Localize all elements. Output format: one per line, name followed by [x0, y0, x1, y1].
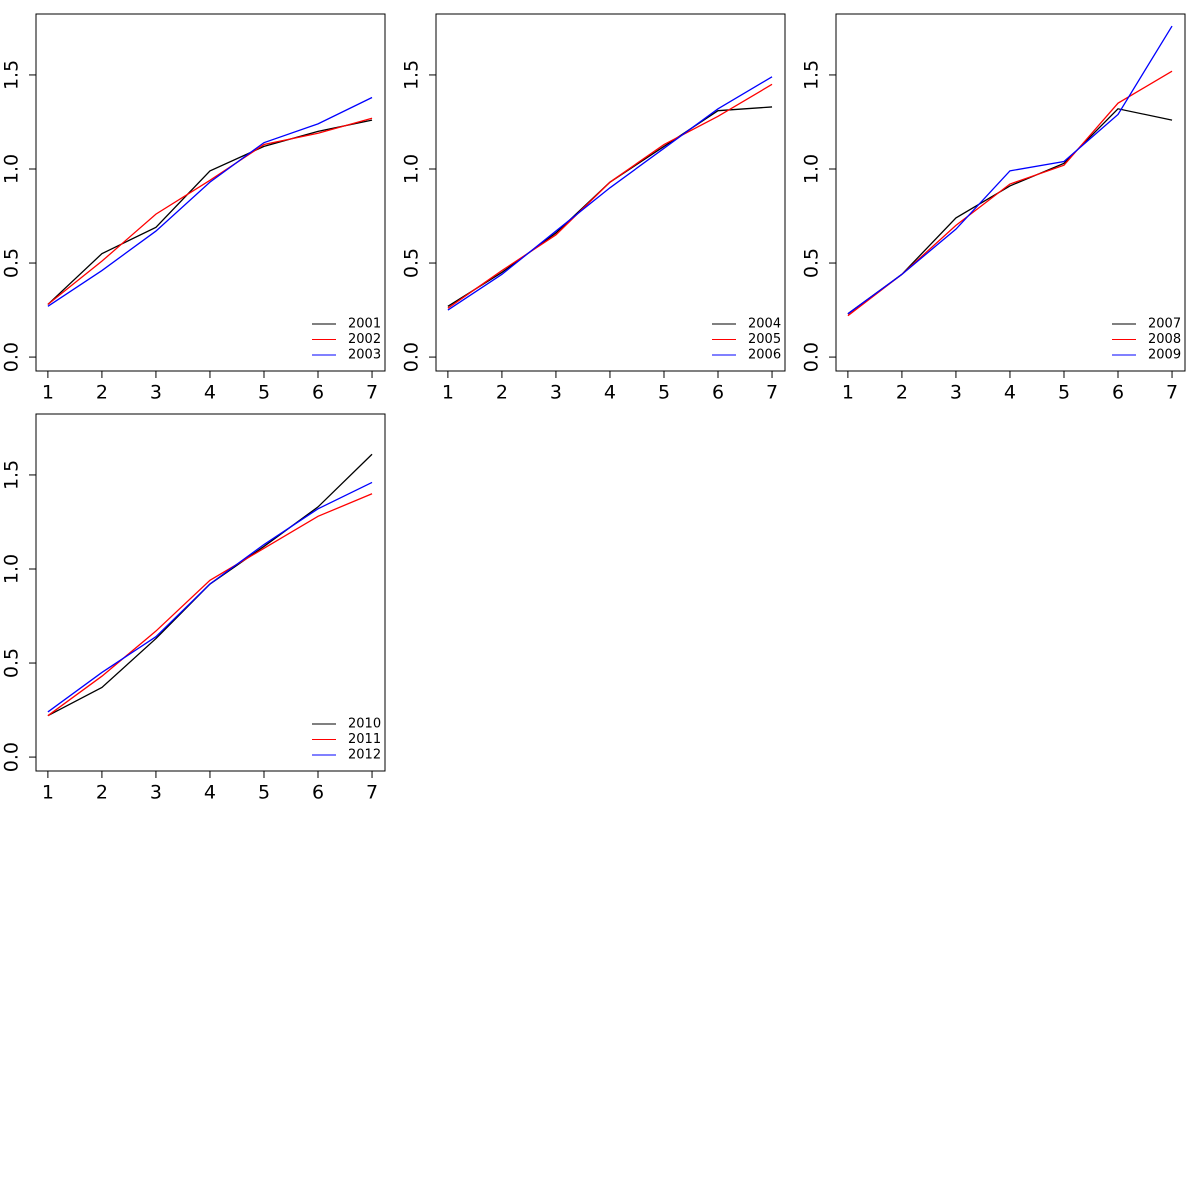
x-tick-label: 4 — [604, 382, 616, 404]
x-tick-label: 6 — [312, 782, 324, 804]
y-tick-label: 0.0 — [1, 342, 23, 372]
x-tick-label: 7 — [366, 382, 378, 404]
plot-frame — [435, 13, 786, 372]
series-line — [447, 83, 773, 309]
y-tick-label: 1.0 — [801, 154, 823, 184]
series-line — [47, 119, 373, 305]
legend-label: 2010 — [348, 717, 381, 732]
y-tick-label: 1.0 — [401, 154, 423, 184]
y-tick-label: 1.0 — [1, 154, 23, 184]
x-tick-label: 2 — [896, 382, 908, 404]
x-tick-label: 3 — [150, 382, 162, 404]
y-tick-label: 1.5 — [801, 60, 823, 90]
x-tick-label: 2 — [96, 382, 108, 404]
legend-label: 2003 — [348, 348, 381, 363]
y-tick-label: 0.5 — [401, 248, 423, 278]
x-tick-label: 4 — [204, 382, 216, 404]
x-tick-label: 2 — [96, 782, 108, 804]
series-line — [47, 96, 373, 307]
series-line — [447, 106, 773, 307]
x-tick-label: 1 — [42, 382, 54, 404]
x-tick-label: 6 — [312, 382, 324, 404]
x-tick-label: 7 — [1166, 382, 1178, 404]
series-line — [47, 117, 373, 305]
legend-label: 2006 — [748, 348, 781, 363]
x-tick-label: 5 — [258, 782, 270, 804]
series-line — [847, 108, 1173, 315]
x-tick-label: 1 — [442, 382, 454, 404]
x-tick-label: 3 — [150, 782, 162, 804]
y-tick-label: 1.5 — [401, 60, 423, 90]
series-line — [47, 493, 373, 717]
x-tick-label: 3 — [550, 382, 562, 404]
x-tick-label: 4 — [1004, 382, 1016, 404]
plot-frame — [35, 413, 386, 772]
x-tick-label: 3 — [950, 382, 962, 404]
y-tick-label: 0.0 — [1, 742, 23, 772]
x-tick-label: 7 — [766, 382, 778, 404]
legend-label: 2012 — [348, 748, 381, 763]
legend-label: 2005 — [748, 332, 781, 347]
x-tick-label: 6 — [1112, 382, 1124, 404]
x-tick-label: 6 — [712, 382, 724, 404]
plot-frame — [35, 13, 386, 372]
y-tick-label: 0.5 — [1, 248, 23, 278]
legend-label: 2004 — [748, 317, 781, 332]
x-tick-label: 4 — [204, 782, 216, 804]
y-tick-label: 0.5 — [801, 248, 823, 278]
y-tick-label: 0.5 — [1, 648, 23, 678]
x-tick-label: 2 — [496, 382, 508, 404]
x-tick-label: 7 — [366, 782, 378, 804]
legend-label: 2011 — [348, 732, 381, 747]
series-line — [847, 25, 1173, 315]
y-tick-label: 1.5 — [1, 60, 23, 90]
x-tick-label: 5 — [658, 382, 670, 404]
y-tick-label: 1.0 — [1, 554, 23, 584]
y-tick-label: 0.0 — [401, 342, 423, 372]
series-line — [47, 481, 373, 713]
legend-label: 2008 — [1148, 332, 1181, 347]
x-tick-label: 1 — [842, 382, 854, 404]
plot-frame — [835, 13, 1186, 372]
legend-label: 2007 — [1148, 317, 1181, 332]
y-tick-label: 0.0 — [801, 342, 823, 372]
legend-label: 2002 — [348, 332, 381, 347]
x-tick-label: 5 — [1058, 382, 1070, 404]
series-line — [447, 76, 773, 311]
legend-label: 2009 — [1148, 348, 1181, 363]
x-tick-label: 1 — [42, 782, 54, 804]
legend-label: 2001 — [348, 317, 381, 332]
y-tick-label: 1.5 — [1, 460, 23, 490]
x-tick-label: 5 — [258, 382, 270, 404]
